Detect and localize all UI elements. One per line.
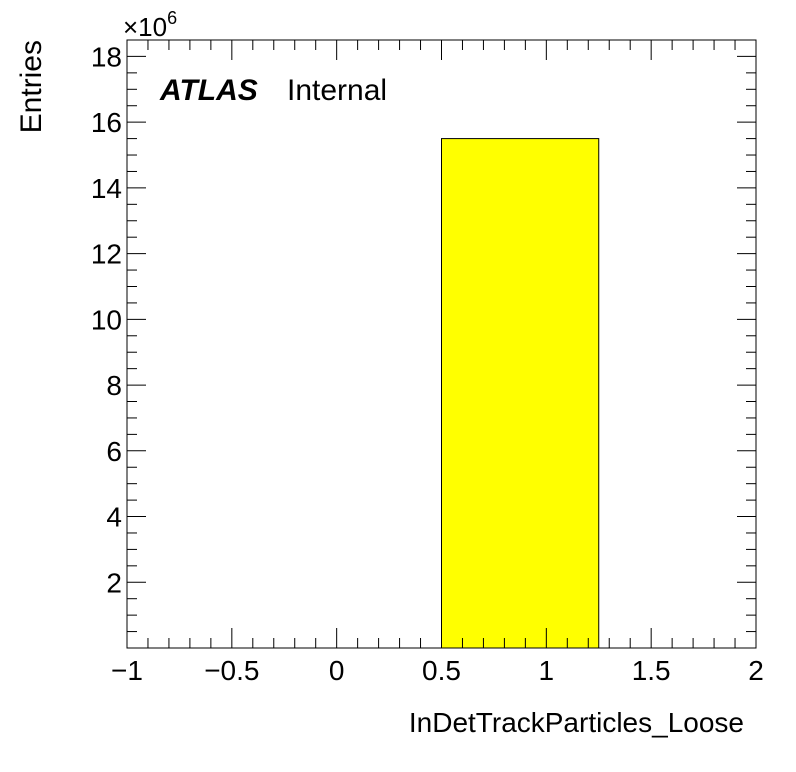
y-tick-label: 16 [91, 107, 122, 138]
x-tick-label: −0.5 [204, 655, 259, 686]
ticks-layer [126, 39, 757, 648]
tick-labels-layer: −1 −0.5 0 0.5 1 1.5 2 2 4 6 8 10 12 14 16 18 [91, 41, 764, 686]
x-tick-label: 0 [329, 655, 345, 686]
bars-layer [441, 138, 600, 649]
y-multiplier-exponent: 6 [167, 8, 177, 28]
x-tick-label: 2 [748, 655, 764, 686]
y-tick-label: 2 [106, 567, 122, 598]
x-tick-label: 0.5 [422, 655, 461, 686]
histogram-bar-0 [441, 138, 600, 649]
y-tick-label: 8 [106, 370, 122, 401]
y-tick-label: 6 [106, 436, 122, 467]
y-tick-label: 14 [91, 173, 122, 204]
x-axis-label: InDetTrackParticles_Loose [409, 707, 744, 738]
y-multiplier-base: ×10 [123, 12, 167, 42]
y-tick-label: 4 [106, 502, 122, 533]
atlas-status-label: Internal [287, 74, 387, 107]
x-tick-label: 1 [539, 655, 555, 686]
y-tick-label: 12 [91, 239, 122, 270]
y-axis-label: Entries [15, 40, 48, 133]
atlas-label: ATLAS [159, 74, 258, 107]
y-tick-label: 18 [91, 41, 122, 72]
x-tick-label: −1 [111, 655, 143, 686]
y-multiplier: ×106 [123, 8, 177, 42]
y-tick-label: 10 [91, 304, 122, 335]
x-tick-label: 1.5 [632, 655, 671, 686]
